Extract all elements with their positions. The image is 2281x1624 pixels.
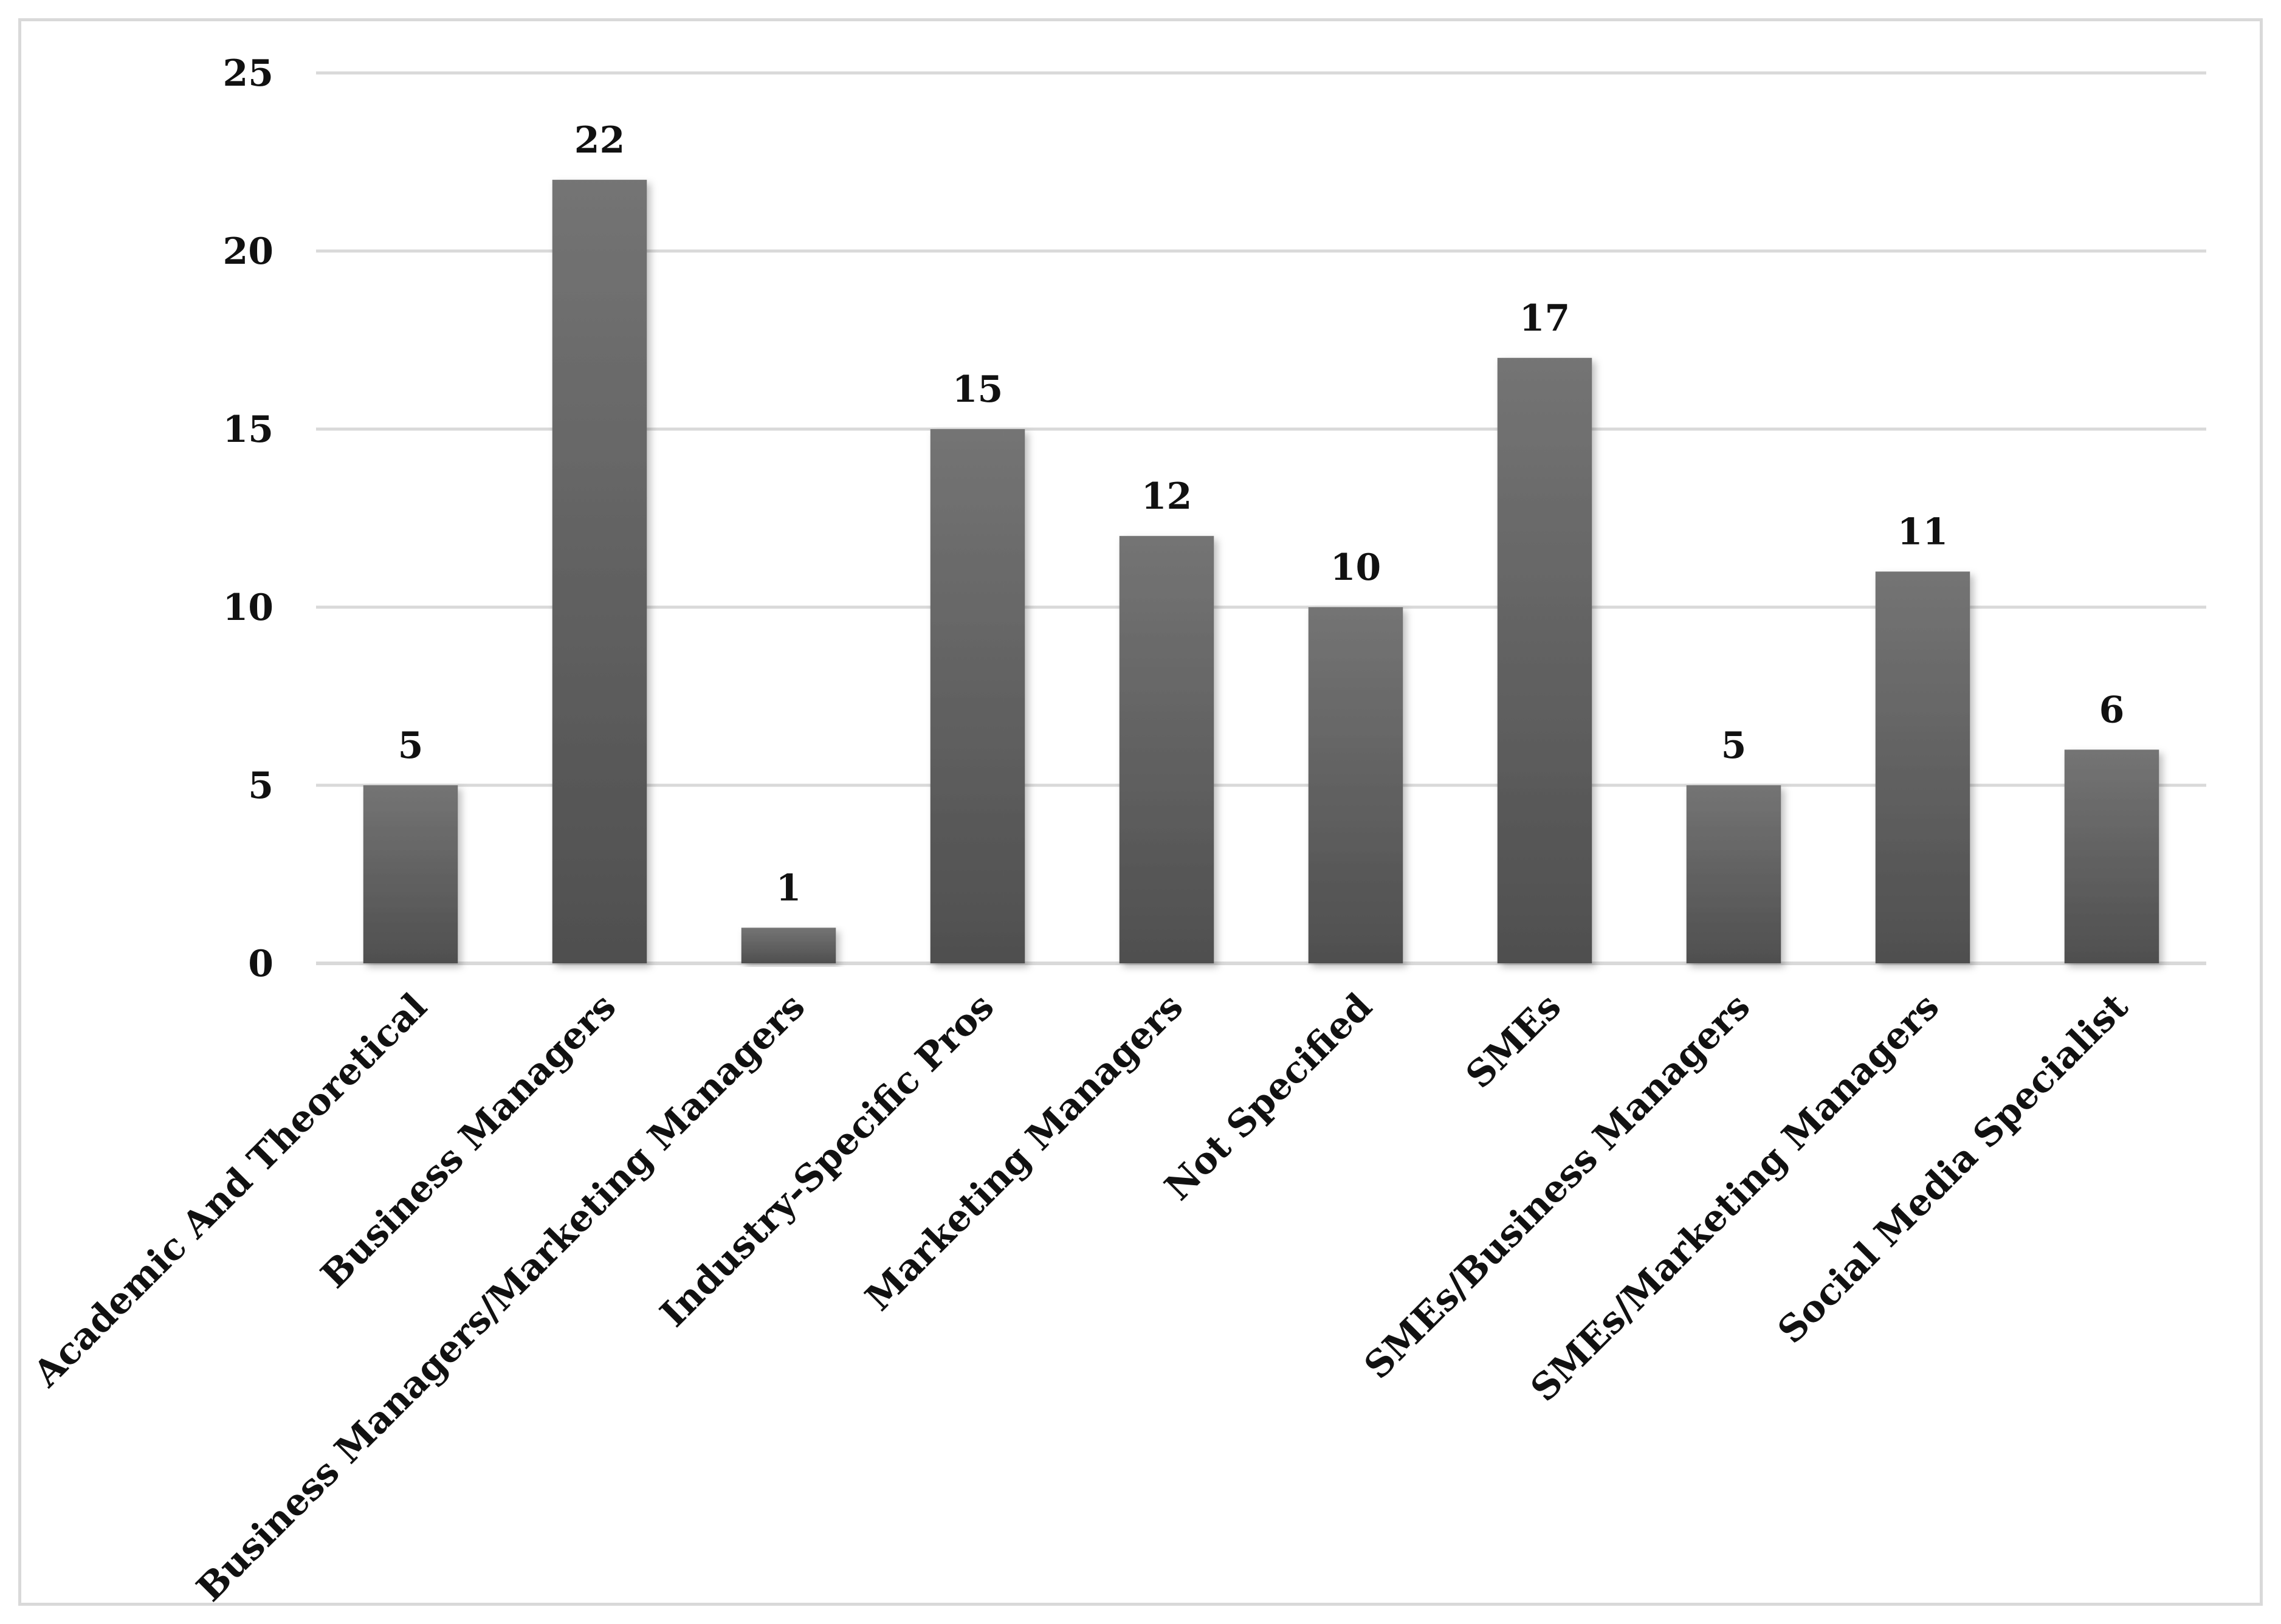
y-axis-ticks: 0 5 10 15 20 25 [223,52,274,985]
category-label-8: SMEs/Business Managers [1357,985,1759,1388]
data-labels: 5 22 1 15 12 10 17 5 11 6 [398,119,2125,910]
bars [363,179,2159,963]
category-label-7: SMEs [1458,985,1569,1096]
bar-6 [1308,607,1403,963]
data-label-8: 5 [1721,724,1747,767]
data-label-5: 12 [1141,475,1192,518]
category-label-1: Academic And Theoretical [25,985,435,1395]
category-label-4: Industry-Specific Pros [652,985,1002,1335]
category-label-6: Not Specified [1157,985,1380,1209]
y-tick-label-5: 5 [248,765,274,807]
bar-5 [1119,535,1214,963]
data-label-7: 17 [1519,297,1571,340]
bar-3 [741,927,836,963]
category-label-5: Marketing Managers [858,985,1191,1319]
bar-1 [363,785,458,963]
bar-7 [1497,357,1592,963]
y-tick-label-0: 0 [248,943,274,985]
bar-10 [2064,749,2159,963]
y-tick-label-25: 25 [223,52,274,95]
y-tick-label-10: 10 [223,587,274,629]
data-label-10: 6 [2099,689,2125,731]
category-label-9: SMEs/Marketing Managers [1522,985,1947,1410]
y-tick-label-15: 15 [223,408,274,451]
category-label-10: Social Media Specialist [1770,985,2136,1352]
data-label-4: 15 [952,368,1003,411]
data-label-1: 5 [398,724,424,767]
bar-8 [1686,785,1781,963]
y-tick-label-20: 20 [223,230,274,273]
data-label-9: 11 [1897,511,1949,553]
bar-2 [552,179,647,963]
bar-9 [1875,571,1970,963]
data-label-2: 22 [574,119,625,162]
data-label-3: 1 [776,867,802,909]
bar-4 [930,429,1025,963]
data-label-6: 10 [1330,546,1381,589]
